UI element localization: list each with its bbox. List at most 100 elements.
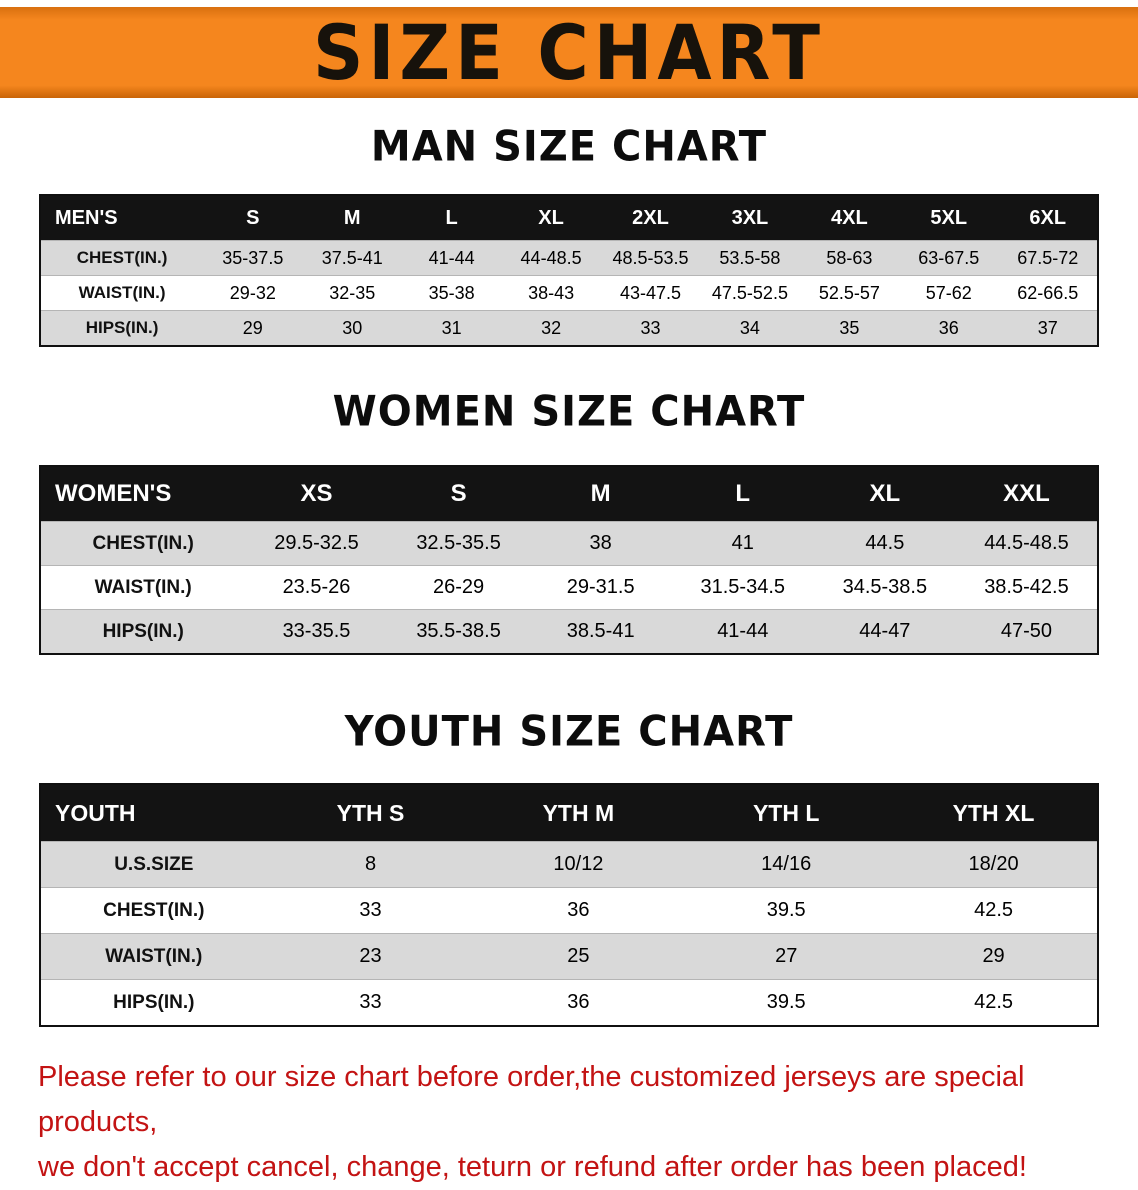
size-cell: 67.5-72: [998, 240, 1098, 276]
womens-size-table: WOMEN'S XS S M L XL XXL CHEST(IN.) 29.5-…: [39, 465, 1099, 655]
size-cell: 30: [302, 310, 402, 346]
size-cell: 47.5-52.5: [700, 275, 800, 311]
size-col-header: YTH S: [266, 784, 475, 842]
size-col-header: XL: [813, 466, 956, 522]
size-cell: 36: [474, 887, 683, 934]
table-row: CHEST(IN.) 29.5-32.5 32.5-35.5 38 41 44.…: [40, 521, 1098, 566]
size-cell: 38.5-42.5: [955, 565, 1098, 610]
size-cell: 10/12: [474, 841, 683, 888]
size-cell: 14/16: [682, 841, 891, 888]
size-col-header: XS: [245, 466, 388, 522]
size-cell: 52.5-57: [799, 275, 900, 311]
mens-table-label: MEN'S: [40, 195, 204, 241]
size-cell: 38: [529, 521, 672, 566]
size-cell: 37: [998, 310, 1098, 346]
table-row: HIPS(IN.) 29 30 31 32 33 34 35 36 37: [40, 310, 1098, 346]
size-cell: 33: [266, 979, 475, 1026]
row-label: WAIST(IN.): [40, 275, 204, 311]
size-cell: 29-32: [203, 275, 303, 311]
size-cell: 26-29: [387, 565, 530, 610]
size-cell: 44-47: [813, 609, 956, 654]
table-row: WAIST(IN.) 23 25 27 29: [40, 933, 1098, 980]
size-cell: 35: [799, 310, 900, 346]
size-cell: 35-38: [401, 275, 502, 311]
table-row: CHEST(IN.) 33 36 39.5 42.5: [40, 887, 1098, 934]
size-cell: 35.5-38.5: [387, 609, 530, 654]
table-row: HIPS(IN.) 33-35.5 35.5-38.5 38.5-41 41-4…: [40, 609, 1098, 654]
row-label: CHEST(IN.): [40, 240, 204, 276]
table-row: HIPS(IN.) 33 36 39.5 42.5: [40, 979, 1098, 1026]
women-section-heading: WOMEN SIZE CHART: [332, 387, 806, 437]
size-cell: 41-44: [401, 240, 502, 276]
size-cell: 35-37.5: [203, 240, 303, 276]
size-cell: 41-44: [671, 609, 814, 654]
size-cell: 53.5-58: [700, 240, 800, 276]
size-chart-banner: SIZE CHART: [0, 7, 1138, 98]
banner-title: SIZE CHART: [312, 8, 826, 97]
row-label: CHEST(IN.): [40, 887, 267, 934]
table-header-row: YOUTH YTH S YTH M YTH L YTH XL: [40, 784, 1098, 842]
size-cell: 31: [401, 310, 502, 346]
size-cell: 23: [266, 933, 475, 980]
size-cell: 32: [501, 310, 601, 346]
size-cell: 33: [266, 887, 475, 934]
size-cell: 27: [682, 933, 891, 980]
size-cell: 44.5-48.5: [955, 521, 1098, 566]
size-col-header: YTH M: [474, 784, 683, 842]
row-label: WAIST(IN.): [40, 565, 246, 610]
size-col-header: S: [387, 466, 530, 522]
youth-table-label: YOUTH: [40, 784, 267, 842]
mens-size-table: MEN'S S M L XL 2XL 3XL 4XL 5XL 6XL CHEST…: [39, 194, 1099, 347]
man-section-heading: MAN SIZE CHART: [370, 122, 768, 172]
table-row: CHEST(IN.) 35-37.5 37.5-41 41-44 44-48.5…: [40, 240, 1098, 276]
table-header-row: WOMEN'S XS S M L XL XXL: [40, 466, 1098, 522]
size-col-header: YTH XL: [890, 784, 1098, 842]
size-cell: 44-48.5: [501, 240, 601, 276]
size-cell: 37.5-41: [302, 240, 402, 276]
youth-section-heading: YOUTH SIZE CHART: [344, 707, 794, 757]
size-cell: 31.5-34.5: [671, 565, 814, 610]
size-cell: 8: [266, 841, 475, 888]
table-row: WAIST(IN.) 29-32 32-35 35-38 38-43 43-47…: [40, 275, 1098, 311]
size-cell: 25: [474, 933, 683, 980]
size-cell: 29.5-32.5: [245, 521, 388, 566]
row-label: WAIST(IN.): [40, 933, 267, 980]
size-cell: 32.5-35.5: [387, 521, 530, 566]
size-cell: 39.5: [682, 979, 891, 1026]
size-cell: 34.5-38.5: [813, 565, 956, 610]
size-cell: 33-35.5: [245, 609, 388, 654]
youth-size-table: YOUTH YTH S YTH M YTH L YTH XL U.S.SIZE …: [39, 783, 1099, 1027]
size-cell: 34: [700, 310, 800, 346]
size-cell: 63-67.5: [899, 240, 999, 276]
table-row: WAIST(IN.) 23.5-26 26-29 29-31.5 31.5-34…: [40, 565, 1098, 610]
size-col-header: YTH L: [682, 784, 891, 842]
size-cell: 18/20: [890, 841, 1098, 888]
row-label: HIPS(IN.): [40, 310, 204, 346]
size-cell: 48.5-53.5: [600, 240, 701, 276]
size-cell: 36: [474, 979, 683, 1026]
size-col-header: S: [203, 195, 303, 241]
size-cell: 42.5: [890, 979, 1098, 1026]
size-cell: 47-50: [955, 609, 1098, 654]
size-cell: 57-62: [899, 275, 999, 311]
size-cell: 58-63: [799, 240, 900, 276]
size-col-header: 6XL: [998, 195, 1098, 241]
row-label: HIPS(IN.): [40, 979, 267, 1026]
size-cell: 33: [600, 310, 701, 346]
row-label: U.S.SIZE: [40, 841, 267, 888]
order-policy-note-line1: Please refer to our size chart before or…: [38, 1061, 1025, 1138]
order-policy-note: Please refer to our size chart before or…: [0, 1055, 1138, 1190]
size-col-header: L: [401, 195, 502, 241]
row-label: HIPS(IN.): [40, 609, 246, 654]
size-cell: 39.5: [682, 887, 891, 934]
order-policy-note-line2: we don't accept cancel, change, teturn o…: [38, 1150, 1027, 1183]
size-col-header: XXL: [955, 466, 1098, 522]
size-cell: 29: [890, 933, 1098, 980]
table-row: U.S.SIZE 8 10/12 14/16 18/20: [40, 841, 1098, 888]
size-cell: 29-31.5: [529, 565, 672, 610]
size-col-header: L: [671, 466, 814, 522]
size-cell: 38.5-41: [529, 609, 672, 654]
size-col-header: 5XL: [899, 195, 999, 241]
size-cell: 29: [203, 310, 303, 346]
row-label: CHEST(IN.): [40, 521, 246, 566]
